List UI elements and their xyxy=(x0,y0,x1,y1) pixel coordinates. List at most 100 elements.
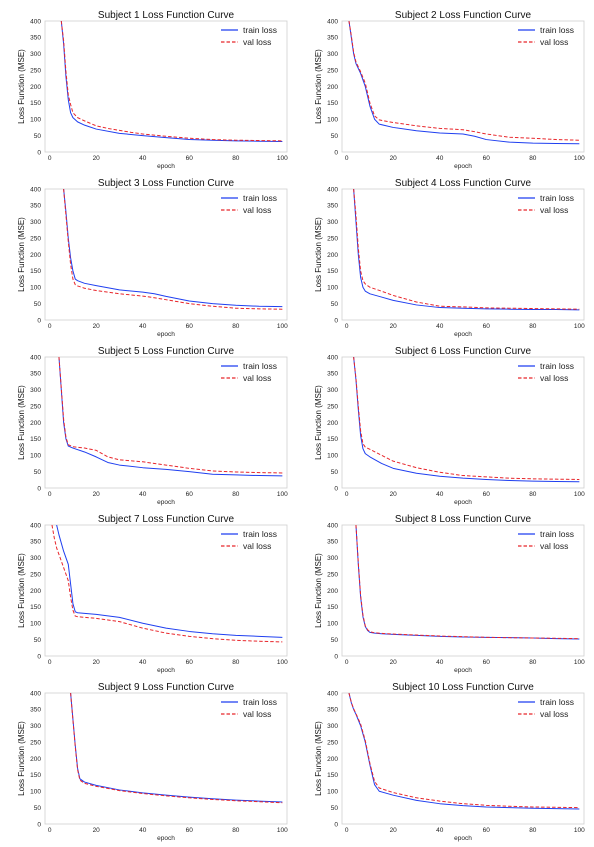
x-tick-label: 80 xyxy=(232,155,240,162)
chart-svg: Subject 3 Loss Function Curve 0 50 100 150 20… xyxy=(17,178,288,338)
y-tick-label: 400 xyxy=(327,18,338,25)
train-loss-line xyxy=(60,21,283,143)
chart-title: Subject 8 Loss Function Curve xyxy=(395,514,532,525)
y-axis-label: Loss Function (MSE) xyxy=(17,49,26,124)
y-tick-label: 250 xyxy=(327,403,338,410)
y-tick-label: 50 xyxy=(331,133,339,140)
x-tick-label: 60 xyxy=(186,659,194,666)
y-tick-label: 150 xyxy=(30,604,41,611)
x-tick-label: 100 xyxy=(277,491,288,498)
y-tick-label: 150 xyxy=(30,268,41,275)
legend-train-label: train loss xyxy=(540,697,574,707)
chart-title: Subject 5 Loss Function Curve xyxy=(98,346,235,357)
train-loss-line xyxy=(63,189,283,308)
chart-svg: Subject 7 Loss Function Curve 0 50 100 150 20… xyxy=(17,514,288,674)
legend-val-label: val loss xyxy=(540,709,568,719)
val-loss-line xyxy=(353,189,580,310)
val-loss-line xyxy=(51,525,283,643)
x-tick-label: 40 xyxy=(139,491,147,498)
train-loss-line xyxy=(348,693,580,810)
x-tick-label: 0 xyxy=(48,659,52,666)
y-tick-label: 400 xyxy=(30,186,41,193)
chart-svg: Subject 5 Loss Function Curve 0 50 100 150 20… xyxy=(17,346,288,506)
chart-panel-8: Subject 8 Loss Function Curve 0 50 100 150 20… xyxy=(297,504,594,674)
chart-panel-9: Subject 9 Loss Function Curve 0 50 100 150 20… xyxy=(0,672,297,842)
x-axis-label: epoch xyxy=(157,163,175,170)
y-tick-label: 350 xyxy=(30,203,41,210)
x-tick-label: 60 xyxy=(186,323,194,330)
x-tick-label: 40 xyxy=(436,155,444,162)
y-tick-label: 300 xyxy=(327,723,338,730)
plot-frame xyxy=(44,692,288,825)
y-tick-label: 300 xyxy=(30,387,41,394)
y-tick-label: 350 xyxy=(30,35,41,42)
y-tick-label: 200 xyxy=(327,756,338,763)
x-axis-label: epoch xyxy=(454,499,472,506)
chart-panel-6: Subject 6 Loss Function Curve 0 50 100 150 20… xyxy=(297,336,594,506)
y-tick-label: 250 xyxy=(327,67,338,74)
y-tick-label: 250 xyxy=(30,235,41,242)
x-tick-label: 60 xyxy=(186,491,194,498)
x-tick-label: 60 xyxy=(483,491,491,498)
x-tick-label: 20 xyxy=(390,827,398,834)
x-axis-label: epoch xyxy=(454,163,472,170)
series-group xyxy=(60,21,283,143)
x-tick-label: 20 xyxy=(93,323,101,330)
y-tick-label: 400 xyxy=(327,186,338,193)
series-group xyxy=(51,525,283,643)
y-tick-label: 400 xyxy=(30,18,41,25)
x-tick-label: 40 xyxy=(139,827,147,834)
x-tick-label: 20 xyxy=(93,155,101,162)
y-tick-label: 250 xyxy=(30,571,41,578)
legend-val-label: val loss xyxy=(540,373,568,383)
x-tick-label: 20 xyxy=(93,827,101,834)
y-tick-label: 300 xyxy=(327,219,338,226)
legend-train-label: train loss xyxy=(540,361,574,371)
x-tick-label: 40 xyxy=(436,827,444,834)
y-tick-label: 250 xyxy=(327,571,338,578)
y-tick-label: 150 xyxy=(327,772,338,779)
chart-panel-4: Subject 4 Loss Function Curve 0 50 100 150 20… xyxy=(297,168,594,338)
chart-svg: Subject 10 Loss Function Curve 0 50 100 150 2… xyxy=(314,682,585,842)
chart-svg: Subject 8 Loss Function Curve 0 50 100 150 20… xyxy=(314,514,585,674)
train-loss-line xyxy=(70,693,283,803)
y-tick-label: 0 xyxy=(334,317,338,324)
y-tick-label: 0 xyxy=(334,821,338,828)
legend-val-label: val loss xyxy=(243,205,271,215)
y-tick-label: 350 xyxy=(30,539,41,546)
x-tick-label: 0 xyxy=(48,827,52,834)
series-group xyxy=(58,357,283,477)
chart-panel-2: Subject 2 Loss Function Curve 0 50 100 150 20… xyxy=(297,0,594,170)
x-tick-label: 60 xyxy=(483,659,491,666)
y-tick-label: 150 xyxy=(30,772,41,779)
chart-svg: Subject 6 Loss Function Curve 0 50 100 150 20… xyxy=(314,346,585,506)
y-tick-label: 200 xyxy=(30,756,41,763)
x-tick-label: 100 xyxy=(574,155,585,162)
x-tick-label: 80 xyxy=(529,491,537,498)
x-tick-label: 80 xyxy=(232,659,240,666)
y-tick-label: 200 xyxy=(30,420,41,427)
y-tick-label: 250 xyxy=(30,403,41,410)
plot-frame xyxy=(341,692,585,825)
train-loss-line xyxy=(58,357,283,477)
x-tick-label: 80 xyxy=(529,659,537,666)
train-loss-line xyxy=(353,357,580,483)
x-tick-label: 80 xyxy=(529,827,537,834)
y-tick-label: 300 xyxy=(30,219,41,226)
x-tick-label: 80 xyxy=(529,323,537,330)
y-tick-label: 100 xyxy=(327,117,338,124)
y-tick-label: 50 xyxy=(34,133,42,140)
plot-frame xyxy=(44,20,288,153)
y-tick-label: 400 xyxy=(327,354,338,361)
val-loss-line xyxy=(63,189,283,310)
val-loss-line xyxy=(60,21,283,142)
y-tick-label: 100 xyxy=(30,453,41,460)
y-tick-label: 100 xyxy=(30,117,41,124)
y-tick-label: 350 xyxy=(327,35,338,42)
x-tick-label: 0 xyxy=(345,659,349,666)
plot-frame xyxy=(44,188,288,321)
x-tick-label: 100 xyxy=(277,155,288,162)
y-tick-label: 300 xyxy=(327,555,338,562)
series-group xyxy=(70,693,283,804)
y-axis-label: Loss Function (MSE) xyxy=(314,721,323,796)
